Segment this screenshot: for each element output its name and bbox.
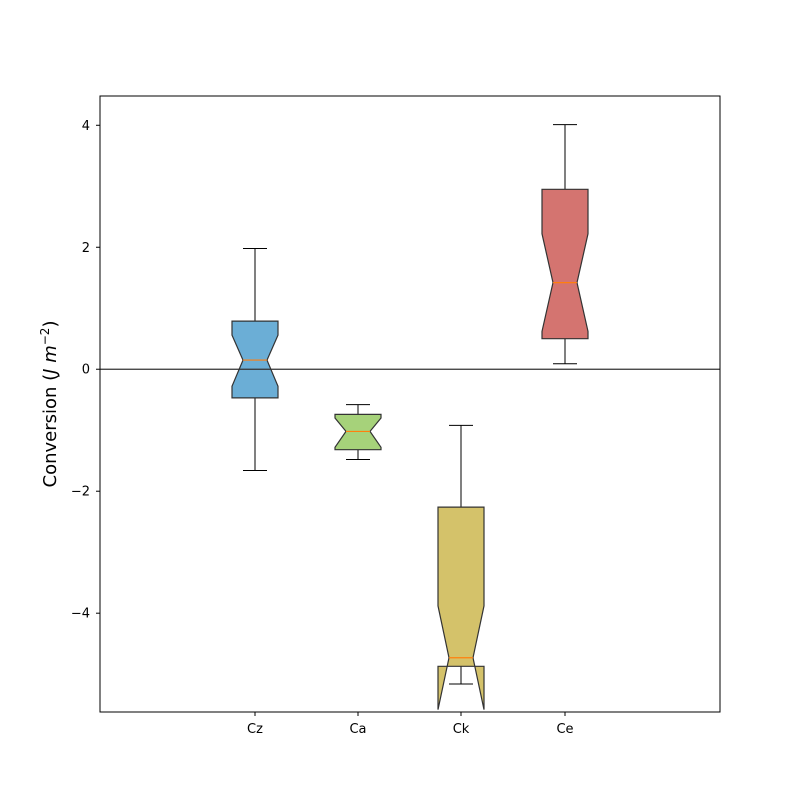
y-tick-label: 2	[82, 241, 90, 256]
y-tick-label: 0	[82, 363, 90, 378]
y-tick-label: −2	[71, 485, 90, 500]
y-axis-title-var: J m	[40, 345, 61, 377]
plot-frame	[99, 95, 721, 713]
box-group-cz	[231, 247, 279, 471]
y-tick-label: −4	[71, 607, 90, 622]
x-tick-label-ce: Ce	[556, 722, 573, 737]
y-axis-title-sup: −2	[38, 328, 52, 346]
box-group-ck	[437, 424, 485, 710]
y-axis-title-text: Conversion (	[40, 374, 61, 488]
x-axis: Cz Ca Ck Ce	[247, 712, 574, 737]
box-ck	[437, 506, 485, 710]
box-group-ca	[334, 404, 382, 461]
box-group-ce	[541, 124, 589, 365]
y-tick-label: 4	[82, 119, 90, 134]
y-axis-title: Conversion (J m−2)	[38, 321, 61, 488]
box-ce	[541, 188, 589, 340]
boxes-layer	[231, 124, 589, 710]
y-axis: −4 −2 0 2 4	[71, 119, 100, 622]
box-ca	[334, 413, 382, 451]
x-tick-label-cz: Cz	[247, 722, 263, 737]
x-tick-label-ck: Ck	[453, 722, 470, 737]
y-axis-title-close: )	[40, 321, 61, 328]
x-tick-label-ca: Ca	[349, 722, 366, 737]
